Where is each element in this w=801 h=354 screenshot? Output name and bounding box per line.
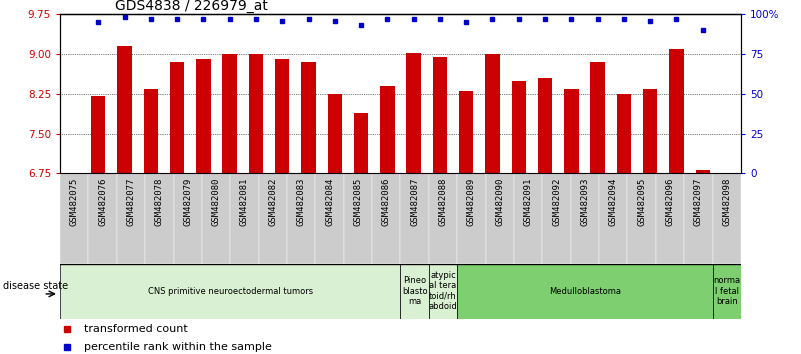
Bar (60, 264, 400, 319)
Text: GSM482089: GSM482089 (467, 178, 476, 226)
Text: GSM482091: GSM482091 (524, 178, 533, 226)
Text: GSM482094: GSM482094 (609, 178, 618, 226)
Text: disease state: disease state (3, 281, 68, 291)
Bar (512, 81, 526, 173)
Bar (301, 62, 316, 173)
Bar (117, 46, 131, 173)
Text: GSM482081: GSM482081 (240, 178, 249, 226)
Text: GSM482098: GSM482098 (723, 178, 731, 226)
Text: norma
l fetal
brain: norma l fetal brain (713, 276, 740, 306)
Text: percentile rank within the sample: percentile rank within the sample (84, 342, 272, 352)
Text: GSM482083: GSM482083 (296, 178, 306, 226)
Text: GSM482087: GSM482087 (410, 178, 419, 226)
Text: GSM482093: GSM482093 (581, 178, 590, 226)
Bar (564, 88, 578, 173)
Bar (713, 264, 741, 319)
Text: atypic
al tera
toid/rh
abdoid: atypic al tera toid/rh abdoid (429, 271, 457, 311)
Text: GSM482080: GSM482080 (211, 178, 220, 226)
Text: GSM482085: GSM482085 (353, 178, 362, 226)
Bar (457, 264, 713, 319)
Bar (259, 173, 287, 264)
Text: GSM482092: GSM482092 (552, 178, 561, 226)
Bar (542, 173, 570, 264)
Text: GSM482075: GSM482075 (70, 178, 78, 226)
Text: GSM482096: GSM482096 (666, 178, 674, 226)
Bar (713, 173, 741, 264)
Bar (91, 97, 106, 173)
Bar (457, 173, 485, 264)
Bar (88, 173, 117, 264)
Text: GSM482084: GSM482084 (325, 178, 334, 226)
Bar (117, 173, 145, 264)
Bar (617, 94, 631, 173)
Text: GSM482082: GSM482082 (268, 178, 277, 226)
Text: GSM482088: GSM482088 (439, 178, 448, 226)
Bar (170, 62, 184, 173)
Bar (485, 54, 500, 173)
Bar (643, 88, 658, 173)
Bar (433, 57, 447, 173)
Text: GSM482078: GSM482078 (155, 178, 164, 226)
Text: GSM482090: GSM482090 (495, 178, 505, 226)
Bar (202, 173, 231, 264)
Bar (354, 114, 368, 173)
Bar (372, 173, 400, 264)
Text: GSM482097: GSM482097 (694, 178, 702, 226)
Bar (695, 170, 710, 173)
Bar (459, 91, 473, 173)
Bar (380, 86, 395, 173)
Bar (344, 173, 372, 264)
Bar (316, 173, 344, 264)
Bar (684, 173, 713, 264)
Bar (429, 173, 457, 264)
Text: GSM482077: GSM482077 (127, 178, 135, 226)
Bar (174, 173, 202, 264)
Bar (275, 59, 289, 173)
Bar (196, 59, 211, 173)
Text: Pineo
blasto
ma: Pineo blasto ma (402, 276, 428, 306)
Text: Medulloblastoma: Medulloblastoma (549, 287, 621, 296)
Bar (670, 49, 684, 173)
Bar (514, 173, 542, 264)
Bar (627, 173, 656, 264)
Text: CNS primitive neuroectodermal tumors: CNS primitive neuroectodermal tumors (147, 287, 313, 296)
Bar (231, 173, 259, 264)
Bar (570, 173, 599, 264)
Text: transformed count: transformed count (84, 324, 187, 334)
Bar (599, 173, 627, 264)
Text: GSM482076: GSM482076 (99, 178, 107, 226)
Bar (60, 173, 88, 264)
Bar (223, 54, 237, 173)
Bar (328, 94, 342, 173)
Bar (145, 173, 174, 264)
Bar (656, 173, 684, 264)
Bar (537, 78, 552, 173)
Bar (249, 54, 264, 173)
Bar (287, 173, 316, 264)
Text: GSM482086: GSM482086 (382, 178, 391, 226)
Bar (400, 264, 429, 319)
Bar (590, 62, 605, 173)
Text: GSM482079: GSM482079 (183, 178, 192, 226)
Bar (485, 173, 514, 264)
Text: GSM482095: GSM482095 (637, 178, 646, 226)
Bar (429, 264, 457, 319)
Bar (143, 88, 158, 173)
Bar (406, 53, 421, 173)
Text: GDS4838 / 226979_at: GDS4838 / 226979_at (115, 0, 268, 13)
Bar (400, 173, 429, 264)
